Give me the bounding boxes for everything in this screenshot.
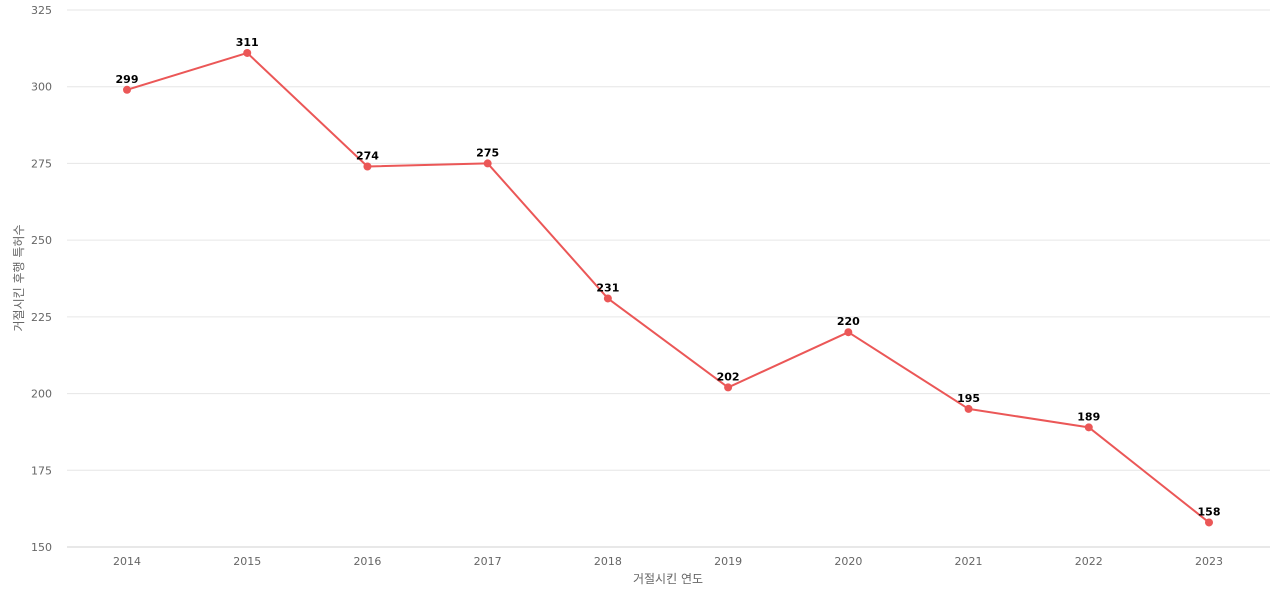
x-tick-label: 2019 (714, 555, 742, 568)
x-axis-title: 거절시킨 연도 (633, 572, 703, 586)
data-point[interactable] (243, 48, 252, 57)
data-label: 195 (957, 392, 980, 405)
y-tick-label: 300 (31, 81, 52, 94)
x-tick-label: 2021 (955, 555, 983, 568)
x-axis-ticks: 2014 2015 2016 2017 2018 2019 2020 2021 2022 2023 (113, 555, 1223, 568)
data-labels: 299 311 274 275 231 202 220 195 189 158 (116, 36, 1221, 518)
grid-lines (67, 9, 1270, 548)
x-tick-label: 2020 (834, 555, 862, 568)
data-label: 202 (717, 370, 740, 383)
y-axis-title: 거절시킨 후행 특허수 (11, 225, 26, 332)
y-tick-label: 275 (31, 157, 52, 170)
data-point[interactable] (363, 162, 372, 171)
x-tick-label: 2023 (1195, 555, 1223, 568)
x-tick-label: 2017 (474, 555, 502, 568)
data-point[interactable] (1084, 423, 1093, 432)
y-tick-label: 200 (31, 388, 52, 401)
x-tick-label: 2018 (594, 555, 622, 568)
x-tick-label: 2022 (1075, 555, 1103, 568)
data-label: 220 (837, 315, 860, 328)
data-point[interactable] (1205, 518, 1213, 527)
data-label: 275 (476, 146, 499, 159)
y-tick-label: 225 (31, 311, 52, 324)
y-tick-label: 175 (31, 464, 52, 477)
data-point[interactable] (724, 383, 733, 392)
series-line (126, 51, 1210, 524)
data-point[interactable] (603, 294, 612, 303)
data-point[interactable] (483, 159, 492, 168)
y-tick-label: 325 (31, 4, 52, 17)
x-tick-label: 2014 (113, 555, 141, 568)
data-point[interactable] (964, 404, 973, 413)
data-label: 299 (116, 73, 139, 86)
data-label: 311 (236, 36, 259, 49)
data-label: 231 (596, 281, 619, 294)
data-label: 189 (1077, 410, 1100, 423)
data-label: 274 (356, 149, 379, 162)
x-tick-label: 2016 (353, 555, 381, 568)
data-point[interactable] (123, 85, 131, 94)
y-tick-label: 150 (31, 541, 52, 554)
x-tick-label: 2015 (233, 555, 261, 568)
data-label: 158 (1198, 505, 1221, 518)
data-point[interactable] (844, 328, 853, 337)
series-layer (123, 48, 1213, 527)
y-tick-label: 250 (31, 234, 52, 247)
y-axis-ticks: 150 175 200 225 250 275 300 325 (31, 4, 52, 554)
